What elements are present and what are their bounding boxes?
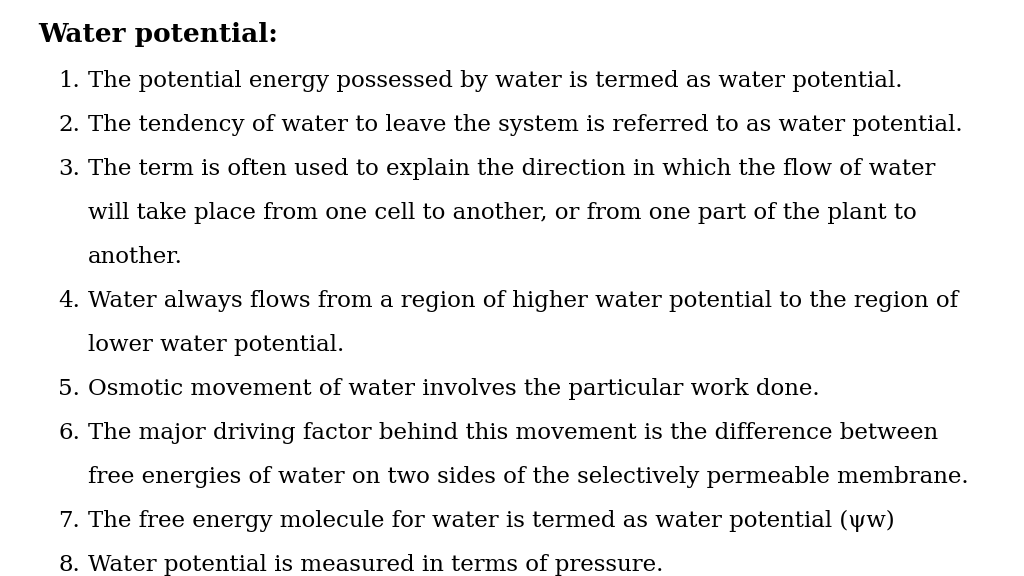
- Text: The potential energy possessed by water is termed as water potential.: The potential energy possessed by water …: [88, 70, 902, 92]
- Text: 5.: 5.: [58, 378, 80, 400]
- Text: 2.: 2.: [58, 114, 80, 136]
- Text: lower water potential.: lower water potential.: [88, 334, 344, 356]
- Text: Osmotic movement of water involves the particular work done.: Osmotic movement of water involves the p…: [88, 378, 819, 400]
- Text: Water potential is measured in terms of pressure.: Water potential is measured in terms of …: [88, 554, 664, 576]
- Text: will take place from one cell to another, or from one part of the plant to: will take place from one cell to another…: [88, 202, 916, 224]
- Text: free energies of water on two sides of the selectively permeable membrane.: free energies of water on two sides of t…: [88, 466, 969, 488]
- Text: Water always flows from a region of higher water potential to the region of: Water always flows from a region of high…: [88, 290, 958, 312]
- Text: 6.: 6.: [58, 422, 80, 444]
- Text: 1.: 1.: [58, 70, 80, 92]
- Text: The major driving factor behind this movement is the difference between: The major driving factor behind this mov…: [88, 422, 938, 444]
- Text: 8.: 8.: [58, 554, 80, 576]
- Text: 4.: 4.: [58, 290, 80, 312]
- Text: The free energy molecule for water is termed as water potential (ψw): The free energy molecule for water is te…: [88, 510, 895, 532]
- Text: The tendency of water to leave the system is referred to as water potential.: The tendency of water to leave the syste…: [88, 114, 963, 136]
- Text: 7.: 7.: [58, 510, 80, 532]
- Text: 3.: 3.: [58, 158, 80, 180]
- Text: Water potential:: Water potential:: [38, 22, 278, 47]
- Text: another.: another.: [88, 246, 183, 268]
- Text: The term is often used to explain the direction in which the flow of water: The term is often used to explain the di…: [88, 158, 935, 180]
